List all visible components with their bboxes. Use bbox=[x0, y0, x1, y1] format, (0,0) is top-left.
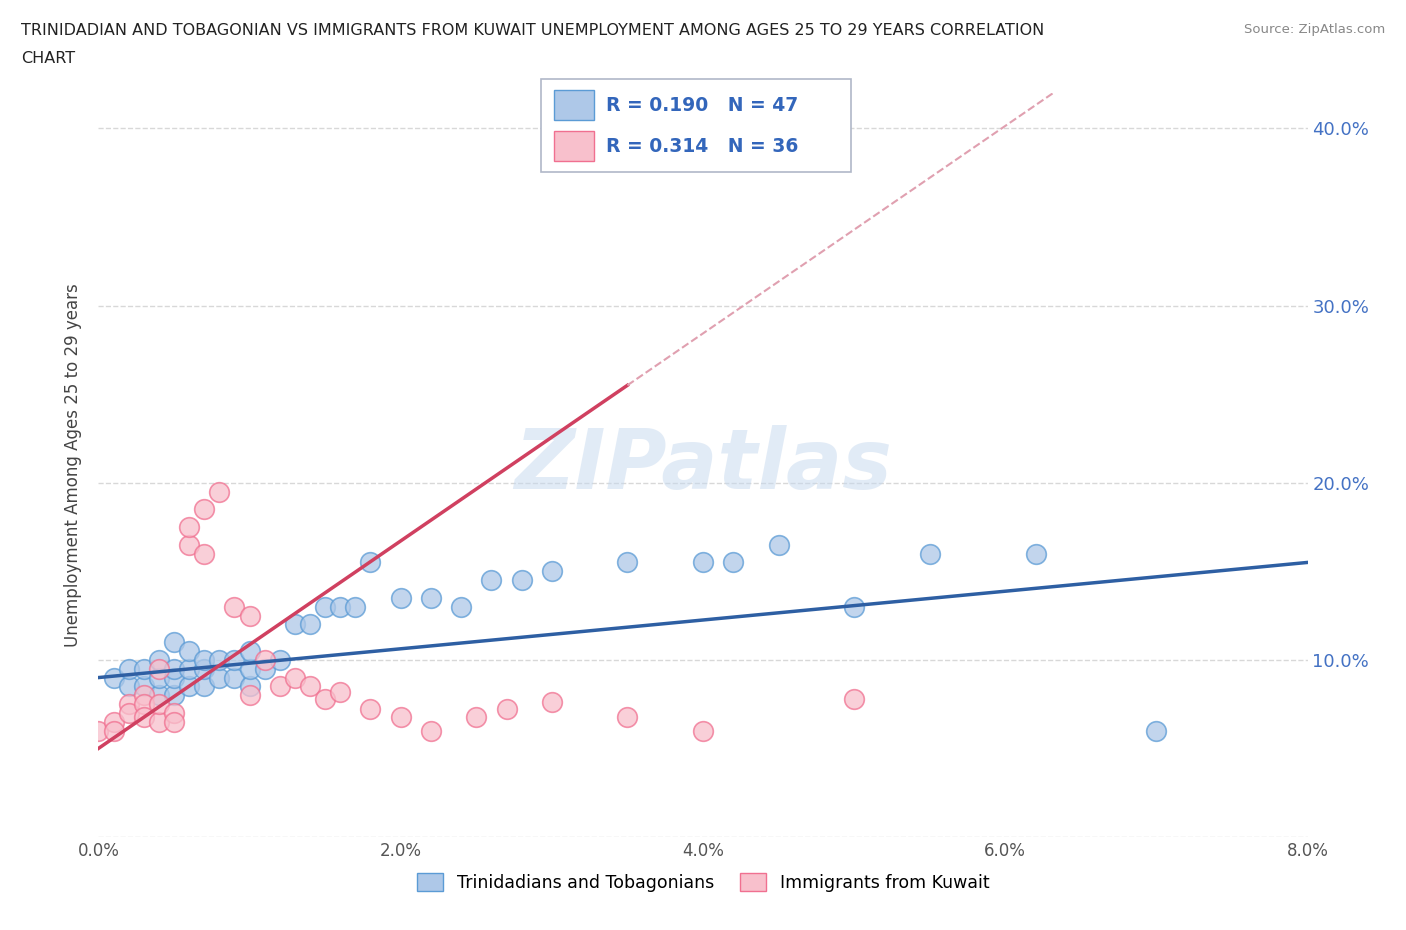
Text: CHART: CHART bbox=[21, 51, 75, 66]
Point bbox=[179, 661, 201, 676]
Point bbox=[495, 702, 517, 717]
Point bbox=[420, 724, 443, 738]
Point bbox=[118, 679, 141, 694]
Point bbox=[193, 546, 215, 561]
Point bbox=[208, 671, 231, 685]
Point bbox=[193, 502, 215, 517]
Point bbox=[510, 573, 533, 588]
Point bbox=[269, 653, 291, 668]
Point bbox=[299, 679, 322, 694]
Point bbox=[179, 538, 201, 552]
Point bbox=[148, 714, 170, 729]
Point bbox=[148, 688, 170, 703]
Point bbox=[481, 573, 503, 588]
Point bbox=[132, 679, 155, 694]
Point bbox=[768, 538, 790, 552]
Legend: Trinidadians and Tobagonians, Immigrants from Kuwait: Trinidadians and Tobagonians, Immigrants… bbox=[409, 867, 997, 899]
Point bbox=[420, 591, 443, 605]
Point bbox=[87, 724, 110, 738]
Point bbox=[208, 653, 231, 668]
Point bbox=[163, 671, 186, 685]
Text: Source: ZipAtlas.com: Source: ZipAtlas.com bbox=[1244, 23, 1385, 36]
Point bbox=[284, 671, 307, 685]
Point bbox=[179, 520, 201, 535]
Point bbox=[132, 709, 155, 724]
Point bbox=[465, 709, 488, 724]
FancyBboxPatch shape bbox=[541, 79, 851, 172]
Point bbox=[103, 714, 125, 729]
Point bbox=[118, 661, 141, 676]
Point bbox=[540, 564, 562, 578]
Point bbox=[253, 653, 276, 668]
Point bbox=[132, 688, 155, 703]
Bar bbox=[554, 90, 593, 120]
Point bbox=[163, 714, 186, 729]
Point bbox=[193, 679, 215, 694]
Point bbox=[239, 688, 262, 703]
Point bbox=[360, 555, 382, 570]
Text: TRINIDADIAN AND TOBAGONIAN VS IMMIGRANTS FROM KUWAIT UNEMPLOYMENT AMONG AGES 25 : TRINIDADIAN AND TOBAGONIAN VS IMMIGRANTS… bbox=[21, 23, 1045, 38]
Point bbox=[540, 695, 562, 710]
Point bbox=[723, 555, 745, 570]
Point bbox=[103, 671, 125, 685]
Point bbox=[163, 661, 186, 676]
Point bbox=[616, 709, 638, 724]
Point bbox=[329, 684, 352, 699]
Text: R = 0.314   N = 36: R = 0.314 N = 36 bbox=[606, 137, 799, 155]
Point bbox=[239, 679, 262, 694]
Point bbox=[360, 702, 382, 717]
Bar bbox=[554, 131, 593, 161]
Point bbox=[148, 653, 170, 668]
Point bbox=[284, 617, 307, 631]
Point bbox=[692, 555, 714, 570]
Point bbox=[148, 671, 170, 685]
Point bbox=[132, 697, 155, 711]
Point bbox=[163, 634, 186, 649]
Text: R = 0.190   N = 47: R = 0.190 N = 47 bbox=[606, 96, 799, 114]
Point bbox=[344, 599, 367, 614]
Point bbox=[314, 599, 336, 614]
Y-axis label: Unemployment Among Ages 25 to 29 years: Unemployment Among Ages 25 to 29 years bbox=[65, 283, 83, 647]
Point bbox=[389, 591, 412, 605]
Point bbox=[132, 661, 155, 676]
Point bbox=[299, 617, 322, 631]
Text: ZIPatlas: ZIPatlas bbox=[515, 424, 891, 506]
Point bbox=[208, 485, 231, 499]
Point bbox=[148, 661, 170, 676]
Point bbox=[193, 661, 215, 676]
Point bbox=[163, 688, 186, 703]
Point bbox=[844, 691, 866, 706]
Point bbox=[103, 724, 125, 738]
Point bbox=[692, 724, 714, 738]
Point bbox=[118, 697, 141, 711]
Point bbox=[269, 679, 291, 694]
Point bbox=[253, 661, 276, 676]
Point bbox=[450, 599, 472, 614]
Point bbox=[224, 671, 246, 685]
Point bbox=[193, 653, 215, 668]
Point bbox=[389, 709, 412, 724]
Point bbox=[616, 555, 638, 570]
Point bbox=[918, 546, 941, 561]
Point bbox=[239, 608, 262, 623]
Point bbox=[239, 661, 262, 676]
Point bbox=[239, 644, 262, 658]
Point bbox=[118, 706, 141, 721]
Point bbox=[1025, 546, 1047, 561]
Point bbox=[148, 697, 170, 711]
Point bbox=[224, 653, 246, 668]
Point bbox=[329, 599, 352, 614]
Point bbox=[314, 691, 336, 706]
Point bbox=[179, 679, 201, 694]
Point bbox=[224, 599, 246, 614]
Point bbox=[163, 706, 186, 721]
Point bbox=[1146, 724, 1168, 738]
Point bbox=[844, 599, 866, 614]
Point bbox=[179, 644, 201, 658]
